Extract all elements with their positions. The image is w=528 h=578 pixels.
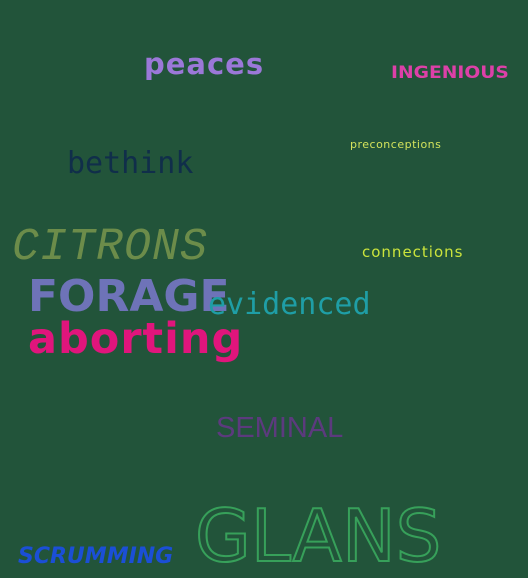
word-aborting: aborting [28,314,244,364]
word-seminal: SEMINAL [216,412,344,444]
word-peaces: peaces [144,47,265,81]
word-bethink: bethink [67,146,194,181]
word-glans: GLANS [194,494,442,578]
word-citrons: CITRONS [12,222,209,273]
word-connections: connections [362,243,464,261]
word-evidenced: evidenced [208,287,371,322]
word-forage: FORAGE [28,271,230,322]
word-scrumming: SCRUMMING [18,544,174,569]
word-ingenious: INGENIOUS [391,63,509,83]
word-preconceptions: preconceptions [350,138,442,151]
